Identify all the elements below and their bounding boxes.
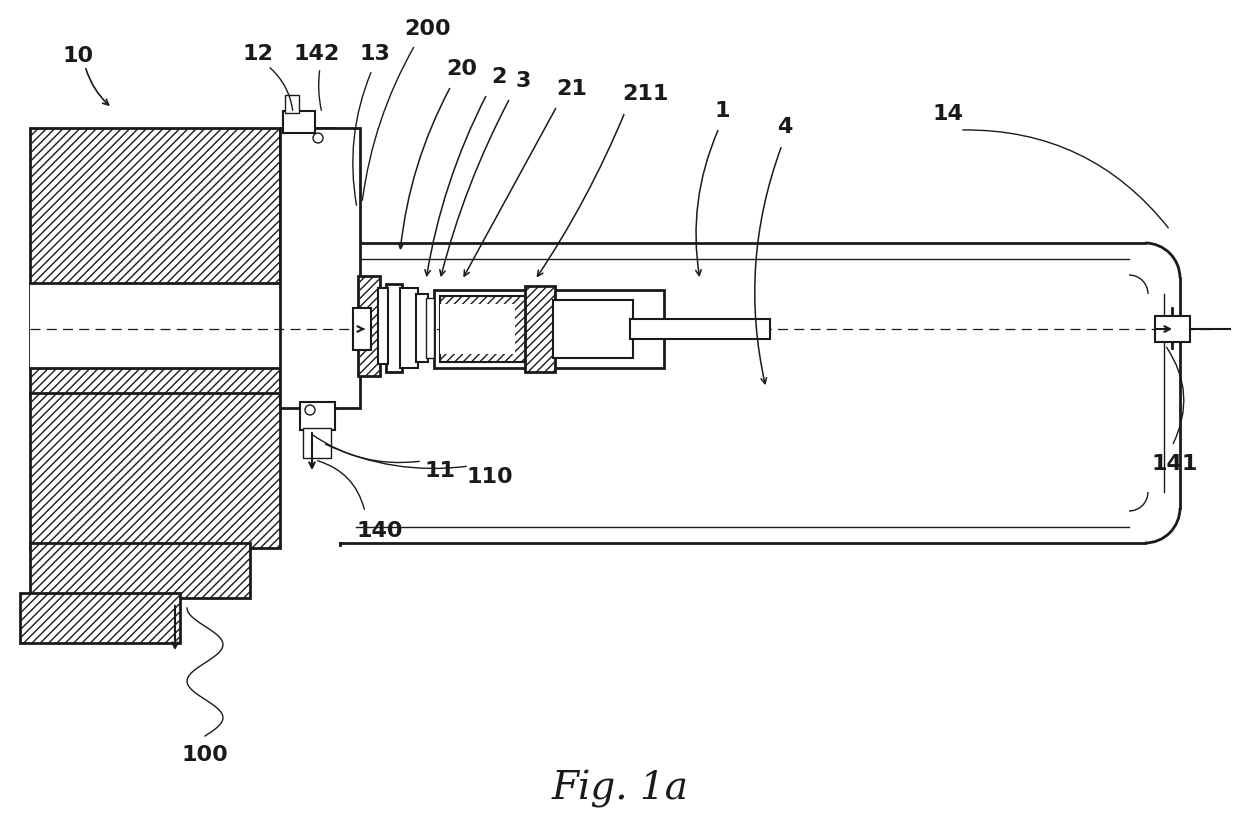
- Text: 14: 14: [932, 104, 963, 124]
- Text: 141: 141: [1152, 454, 1198, 474]
- Bar: [1154, 316, 1190, 343]
- Bar: [30, 393, 280, 548]
- Bar: [280, 129, 335, 279]
- Bar: [300, 402, 335, 431]
- Bar: [280, 129, 360, 408]
- Text: 100: 100: [181, 744, 228, 764]
- Text: 20: 20: [446, 59, 477, 79]
- Bar: [415, 295, 428, 363]
- Bar: [440, 296, 529, 363]
- Circle shape: [305, 406, 315, 416]
- Bar: [378, 289, 388, 364]
- Text: 2: 2: [491, 67, 507, 87]
- Bar: [30, 129, 280, 398]
- Bar: [20, 594, 180, 643]
- Text: 3: 3: [516, 71, 531, 91]
- Text: 12: 12: [243, 44, 274, 64]
- Bar: [553, 301, 632, 359]
- Bar: [386, 285, 402, 373]
- Bar: [440, 305, 515, 354]
- Bar: [30, 284, 285, 368]
- Bar: [427, 299, 434, 359]
- Text: 13: 13: [360, 44, 391, 64]
- Bar: [303, 428, 331, 459]
- Text: 140: 140: [357, 520, 403, 541]
- Text: 11: 11: [424, 460, 455, 480]
- Text: Fig. 1a: Fig. 1a: [552, 769, 688, 807]
- Text: 200: 200: [404, 19, 451, 39]
- Bar: [401, 289, 418, 368]
- Text: 110: 110: [466, 466, 513, 486]
- Bar: [630, 320, 770, 339]
- Text: 10: 10: [62, 46, 93, 66]
- Text: 211: 211: [621, 84, 668, 104]
- Bar: [30, 543, 250, 599]
- Text: 142: 142: [294, 44, 340, 64]
- Circle shape: [312, 134, 322, 144]
- Text: 4: 4: [777, 117, 792, 137]
- Text: 1: 1: [714, 101, 730, 121]
- Text: 21: 21: [557, 79, 588, 99]
- Bar: [283, 112, 315, 134]
- Bar: [353, 309, 371, 350]
- Bar: [358, 277, 379, 377]
- Bar: [285, 96, 299, 114]
- Bar: [525, 286, 556, 373]
- Bar: [434, 291, 663, 368]
